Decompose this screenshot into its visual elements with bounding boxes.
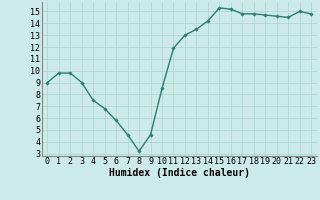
- X-axis label: Humidex (Indice chaleur): Humidex (Indice chaleur): [109, 168, 250, 178]
